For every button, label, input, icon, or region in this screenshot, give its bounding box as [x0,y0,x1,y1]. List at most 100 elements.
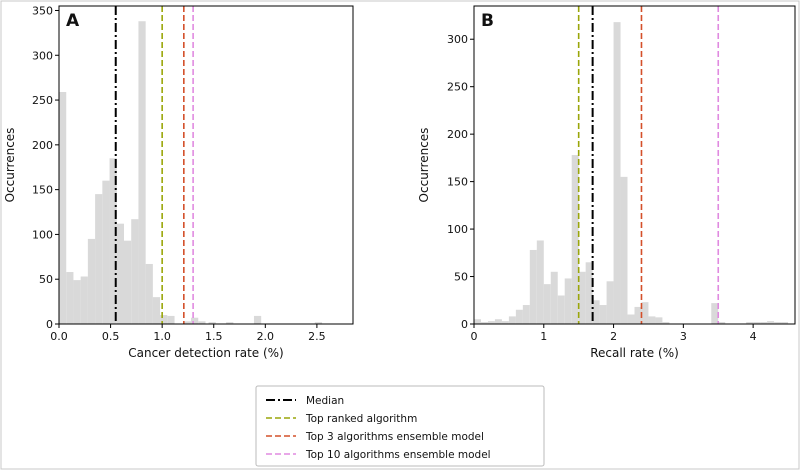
x-tick-label: 2 [610,330,617,343]
histogram-bar [131,219,139,324]
axes-frame-a [58,5,354,325]
histogram-bar [123,240,132,324]
histogram-bar [167,315,175,324]
y-axis-label-a: Occurrences [3,128,17,203]
x-axis-label-b: Recall rate (%) [590,346,679,360]
histogram-bar [592,300,600,324]
histogram-bar [634,306,642,324]
histogram-bar [564,278,572,324]
histogram-bar [102,180,110,324]
y-tick-label: 250 [32,94,53,107]
legend: Median Top ranked algorithm Top 3 algori… [255,385,545,467]
y-tick-label: 200 [447,128,468,141]
histogram-bar [613,22,621,324]
panel-a: 0.0 0.5 1.0 1.5 2.0 2.5 0 50 100 150 200 250 300 350… [3,4,354,360]
y-tick-label: 0 [46,318,53,331]
histogram-bar [480,322,488,324]
y-tick-label: 100 [32,228,53,241]
histogram-bar [746,322,754,324]
histogram-bar [655,317,663,324]
histogram-bar [718,322,726,324]
y-tick-label: 300 [32,49,53,62]
histogram-bar [109,158,117,324]
x-ticks-b: 0 1 2 3 4 [471,324,757,343]
histogram-bar [760,322,768,324]
histogram-bar [550,271,558,324]
histogram-bar [73,280,81,324]
histogram-bar [145,263,153,324]
legend-entry-top-3: Top 3 algorithms ensemble model [266,431,484,443]
histogram-bar [191,317,199,324]
panel-label-a: A [66,11,80,31]
histogram-bar [501,321,509,324]
histogram-bar [627,314,635,324]
histogram-bar [767,321,775,324]
y-tick-label: 50 [39,273,53,286]
legend-box [255,385,545,467]
histogram-bar [66,272,74,324]
x-tick-label: 1.5 [205,330,223,343]
histogram-bar [599,305,607,324]
histogram-bars-a [59,21,323,324]
histogram-bar [571,155,579,324]
legend-entry-top-10: Top 10 algorithms ensemble model [266,449,491,461]
histogram-bar [585,262,593,324]
x-tick-label: 0.0 [50,330,68,343]
histogram-bar [662,322,670,324]
histogram-bar [508,316,516,324]
y-tick-label: 300 [447,33,468,46]
y-tick-label: 350 [32,4,53,17]
histogram-bar [753,322,761,324]
y-tick-label: 0 [461,318,468,331]
y-tick-label: 250 [447,81,468,94]
histogram-bar [641,302,649,324]
histogram-bar [529,249,537,324]
histogram-bar [515,309,523,324]
y-axis-label-b: Occurrences [417,128,431,203]
y-tick-label: 150 [32,184,53,197]
x-tick-label: 1.0 [153,330,171,343]
x-tick-label: 3 [680,330,687,343]
histogram-bar [226,322,234,324]
histogram-bar [59,91,67,324]
histogram-bar [116,223,124,324]
y-tick-label: 150 [447,176,468,189]
histogram-bar [557,295,565,324]
histogram-bar [152,297,161,324]
x-tick-label: 4 [750,330,757,343]
histogram-bar [487,321,495,324]
histogram-bar [138,21,146,324]
legend-label-top-10: Top 10 algorithms ensemble model [305,449,491,461]
legend-entry-median: Median [266,395,344,407]
legend-entry-top-ranked: Top ranked algorithm [266,413,417,425]
x-tick-label: 0.5 [102,330,120,343]
histogram-bar [711,303,719,324]
histogram-bar [494,319,502,324]
x-axis-label-a: Cancer detection rate (%) [128,346,284,360]
panel-b: 0 1 2 3 4 0 50 100 150 200 250 300 B Recall rate (… [417,5,796,360]
y-tick-label: 50 [454,271,468,284]
legend-label-median: Median [306,395,344,407]
panel-label-b: B [481,11,494,31]
histogram-bar [648,316,656,324]
x-ticks-a: 0.0 0.5 1.0 1.5 2.0 2.5 [50,324,326,343]
histogram-bar [620,176,628,324]
histogram-bar [208,322,216,324]
histogram-bar [578,271,586,324]
y-tick-label: 100 [447,223,468,236]
histogram-bars-b [474,22,789,324]
y-tick-label: 200 [32,139,53,152]
histogram-bar [183,321,192,324]
histogram-bar [253,315,262,324]
histogram-bar [543,284,551,324]
histogram-bar [314,322,323,324]
histogram-bar [80,276,88,324]
legend-label-top-ranked: Top ranked algorithm [305,413,417,425]
histogram-bar [781,322,789,324]
histogram-bar [160,315,168,324]
histogram-bar [95,194,103,324]
histogram-bar [536,240,544,324]
histogram-bar [522,305,530,324]
